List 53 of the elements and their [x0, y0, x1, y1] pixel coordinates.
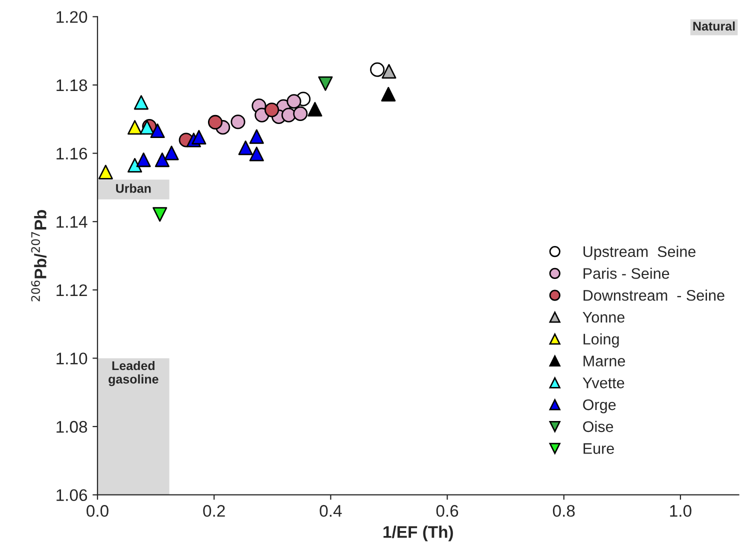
- point: [238, 140, 253, 156]
- y-tick-label: 1.12: [56, 284, 87, 296]
- point: [281, 108, 296, 122]
- y-axis-title: $^{206}$Pb/$^{207}$Pb: [31, 210, 47, 302]
- point: [150, 123, 165, 138]
- legend-label: Yvette: [582, 378, 624, 388]
- point: [230, 114, 246, 130]
- legend-label: Eure: [584, 443, 614, 454]
- legend-label: Yonne: [582, 312, 624, 323]
- point: [192, 130, 206, 145]
- point: [264, 102, 280, 118]
- y-tick-label: 1.16: [56, 148, 88, 160]
- point: [249, 146, 264, 162]
- band-label: Leaded gasoline: [108, 360, 158, 386]
- x-tick-label: 0.8: [552, 505, 575, 517]
- x-tick-label: 0.0: [86, 505, 108, 517]
- point: [152, 207, 168, 222]
- point: [370, 62, 385, 77]
- x-tick-label: 0.6: [436, 505, 458, 517]
- legend-label: Upstream Seine: [584, 246, 696, 260]
- legend-label: Oise: [583, 420, 614, 432]
- point: [318, 76, 333, 91]
- point: [128, 120, 142, 135]
- point: [208, 114, 223, 130]
- y-tick-label: 1.08: [56, 420, 88, 433]
- point: [382, 64, 396, 79]
- y-tick-label: 1.06: [56, 489, 88, 502]
- point: [249, 129, 264, 144]
- point: [381, 86, 396, 102]
- point: [164, 146, 179, 160]
- annotation: Natural: [693, 21, 735, 31]
- legend-label: Paris - Seine: [584, 268, 670, 279]
- y-tick-label: 1.20: [56, 11, 88, 23]
- x-tick-label: 1.0: [670, 505, 692, 517]
- point: [98, 164, 113, 180]
- band-label: Urban: [116, 184, 151, 193]
- x-tick-label: 0.4: [320, 505, 342, 517]
- x-tick-label: 0.2: [203, 505, 225, 517]
- legend-label: Orge: [583, 399, 616, 414]
- x-axis-title: 1/EF (Th): [384, 526, 453, 542]
- legend-label: Downstream - Seine: [584, 290, 724, 301]
- legend-label: Loing: [584, 333, 619, 348]
- y-tick-label: 1.18: [56, 79, 88, 92]
- y-tick-label: 1.14: [56, 216, 88, 228]
- point: [134, 95, 149, 110]
- point: [136, 152, 151, 168]
- point: [286, 94, 302, 109]
- y-tick-label: 1.10: [56, 352, 88, 364]
- legend-label: Marne: [584, 356, 625, 366]
- point: [293, 106, 308, 121]
- point: [128, 158, 142, 173]
- point: [308, 102, 322, 117]
- point: [154, 152, 170, 168]
